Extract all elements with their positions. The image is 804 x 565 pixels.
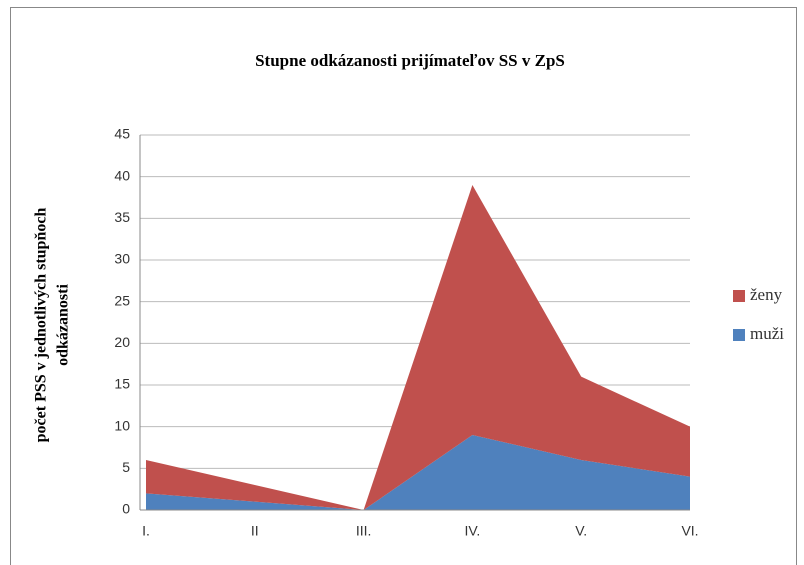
y-tick-label: 20	[114, 334, 130, 350]
x-tick-label: VI.	[681, 523, 698, 539]
y-tick-label: 15	[114, 376, 130, 392]
area	[146, 185, 690, 510]
x-tick-label: IV.	[464, 523, 480, 539]
x-tick-label: I.	[142, 523, 150, 539]
y-tick-label: 40	[114, 167, 130, 183]
y-tick-label: 0	[122, 501, 130, 517]
legend-label: muži	[750, 324, 784, 343]
y-tick-label: 35	[114, 209, 130, 225]
y-tick-label: 5	[122, 459, 130, 475]
x-tick-label: V.	[575, 523, 587, 539]
y-tick-label: 25	[114, 292, 130, 308]
y-tick-label: 30	[114, 251, 130, 267]
y-tick-label: 10	[114, 417, 130, 433]
y-tick-label: 45	[114, 126, 130, 142]
x-tick-label: III.	[356, 523, 372, 539]
y-axis-label: počet PSS v jednotlivých stupňoch	[33, 208, 50, 443]
chart-title: Stupne odkázanosti prijímateľov SS v ZpS	[255, 51, 565, 70]
legend-swatch	[733, 329, 745, 341]
legend-label: ženy	[750, 285, 783, 304]
y-axis-label: odkázanosti	[55, 284, 72, 366]
x-tick-label: II	[251, 523, 259, 539]
legend-swatch	[733, 290, 745, 302]
